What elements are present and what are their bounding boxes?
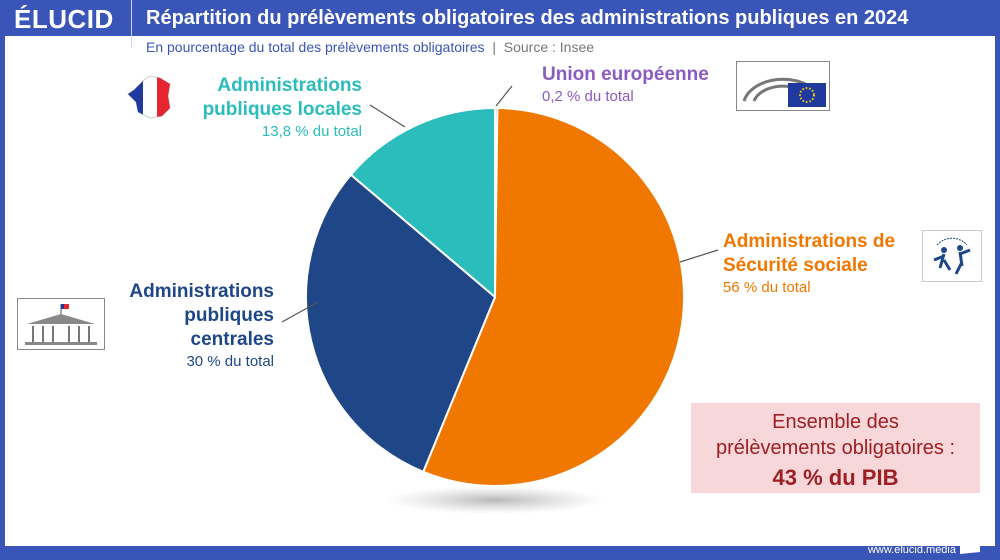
leader-locales (369, 104, 406, 128)
leader-secu (679, 249, 719, 263)
securite-sociale-logo-icon (922, 230, 982, 282)
label-locales: Administrations publiques locales 13,8 % … (190, 74, 362, 142)
label-eu: Union européenne 0,2 % du total (542, 63, 709, 107)
label-value: 56 % du total (723, 279, 811, 296)
total-value: 43 % du PIB (772, 465, 899, 490)
source: Source : Insee (503, 39, 595, 55)
leader-eu (495, 85, 513, 107)
pie-slice-3 (349, 106, 496, 300)
label-value: 30 % du total (186, 353, 274, 370)
pie-slice-1 (421, 107, 685, 487)
label-name: Administrations de Sécurité sociale (723, 231, 896, 276)
total-line2: prélèvements obligatoires : (715, 437, 955, 459)
label-secu: Administrations de Sécurité sociale 56 % … (723, 230, 923, 298)
subtitle-text: En pourcentage du total des prélèvements… (146, 39, 485, 55)
pie-shadow (385, 486, 605, 514)
header-bar: ÉLUCID Répartition du prélèvements oblig… (0, 0, 1000, 36)
divider (131, 0, 132, 48)
logo: ÉLUCID (14, 4, 114, 34)
total-box: Ensemble des prélèvements obligatoires :… (691, 403, 980, 493)
label-name: Administrations publiques locales (202, 75, 362, 120)
label-name: Administrations publiques centrales (129, 281, 274, 350)
footer-bar (0, 546, 1000, 560)
label-value: 13,8 % du total (261, 123, 362, 140)
subtitle: En pourcentage du total des prélèvements… (146, 39, 594, 55)
government-building-icon (17, 298, 105, 350)
european-parliament-icon (736, 61, 830, 111)
leader-centrales (281, 301, 319, 323)
footer-url[interactable]: www.elucid.media (867, 544, 956, 556)
total-line1: Ensemble des (772, 411, 899, 433)
pie-slice-2 (305, 173, 497, 474)
elucid-flag-icon (960, 540, 980, 554)
france-map-icon (127, 75, 171, 119)
chart-title: Répartition du prélèvements obligatoires… (146, 7, 909, 29)
label-centrales: Administrations publiques centrales 30 % … (104, 280, 274, 372)
separator: | (492, 39, 496, 55)
label-value: 0,2 % du total (542, 88, 634, 105)
label-name: Union européenne (542, 64, 709, 85)
